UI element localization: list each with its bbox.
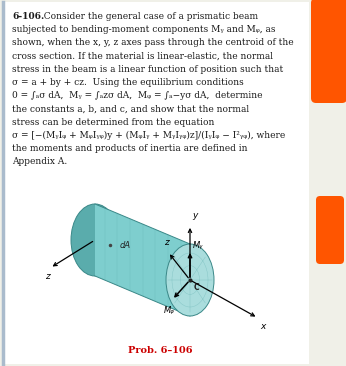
Text: z: z [45,272,50,281]
Text: y: y [192,211,197,220]
Text: x: x [260,322,265,331]
Text: 6-106.: 6-106. [12,12,44,21]
Text: C: C [194,283,200,292]
Text: cross section. If the material is linear-elastic, the normal: cross section. If the material is linear… [12,52,273,61]
Text: Appendix A.: Appendix A. [12,157,67,166]
Text: Mᵧ: Mᵧ [193,241,203,250]
Text: the moments and products of inertia are defined in: the moments and products of inertia are … [12,144,247,153]
Text: dA: dA [120,240,131,250]
Text: Prob. 6–106: Prob. 6–106 [128,346,192,355]
Text: σ = [−(MᵧIᵩ + MᵩIᵧᵩ)y + (MᵩIᵧ + MᵧIᵧᵩ)z]/(IᵧIᵩ − I²ᵧᵩ), where: σ = [−(MᵧIᵩ + MᵩIᵧᵩ)y + (MᵩIᵧ + MᵧIᵧᵩ)z]… [12,131,285,140]
Text: the constants a, b, and c, and show that the normal: the constants a, b, and c, and show that… [12,104,249,113]
Bar [4,2,309,364]
Ellipse shape [166,244,214,316]
FancyBboxPatch shape [316,196,344,264]
Text: subjected to bending-moment components Mᵧ and Mᵩ, as: subjected to bending-moment components M… [12,25,275,34]
Text: stress can be determined from the equation: stress can be determined from the equati… [12,117,215,127]
FancyBboxPatch shape [311,0,346,103]
Polygon shape [95,204,190,316]
Text: shown, when the x, y, z axes pass through the centroid of the: shown, when the x, y, z axes pass throug… [12,38,294,48]
Text: σ = a + by + cz.  Using the equilibrium conditions: σ = a + by + cz. Using the equilibrium c… [12,78,244,87]
Text: stress in the beam is a linear function of position such that: stress in the beam is a linear function … [12,65,283,74]
Text: Mᵩ: Mᵩ [164,306,175,315]
Text: z: z [164,238,169,247]
Text: 0 = ∫ₐσ dA,  Mᵧ = ∫ₐzσ dA,  Mᵩ = ∫ₐ−yσ dA,  determine: 0 = ∫ₐσ dA, Mᵧ = ∫ₐzσ dA, Mᵩ = ∫ₐ−yσ dA,… [12,91,263,100]
Ellipse shape [71,204,119,276]
Text: Consider the general case of a prismatic beam: Consider the general case of a prismatic… [38,12,258,21]
